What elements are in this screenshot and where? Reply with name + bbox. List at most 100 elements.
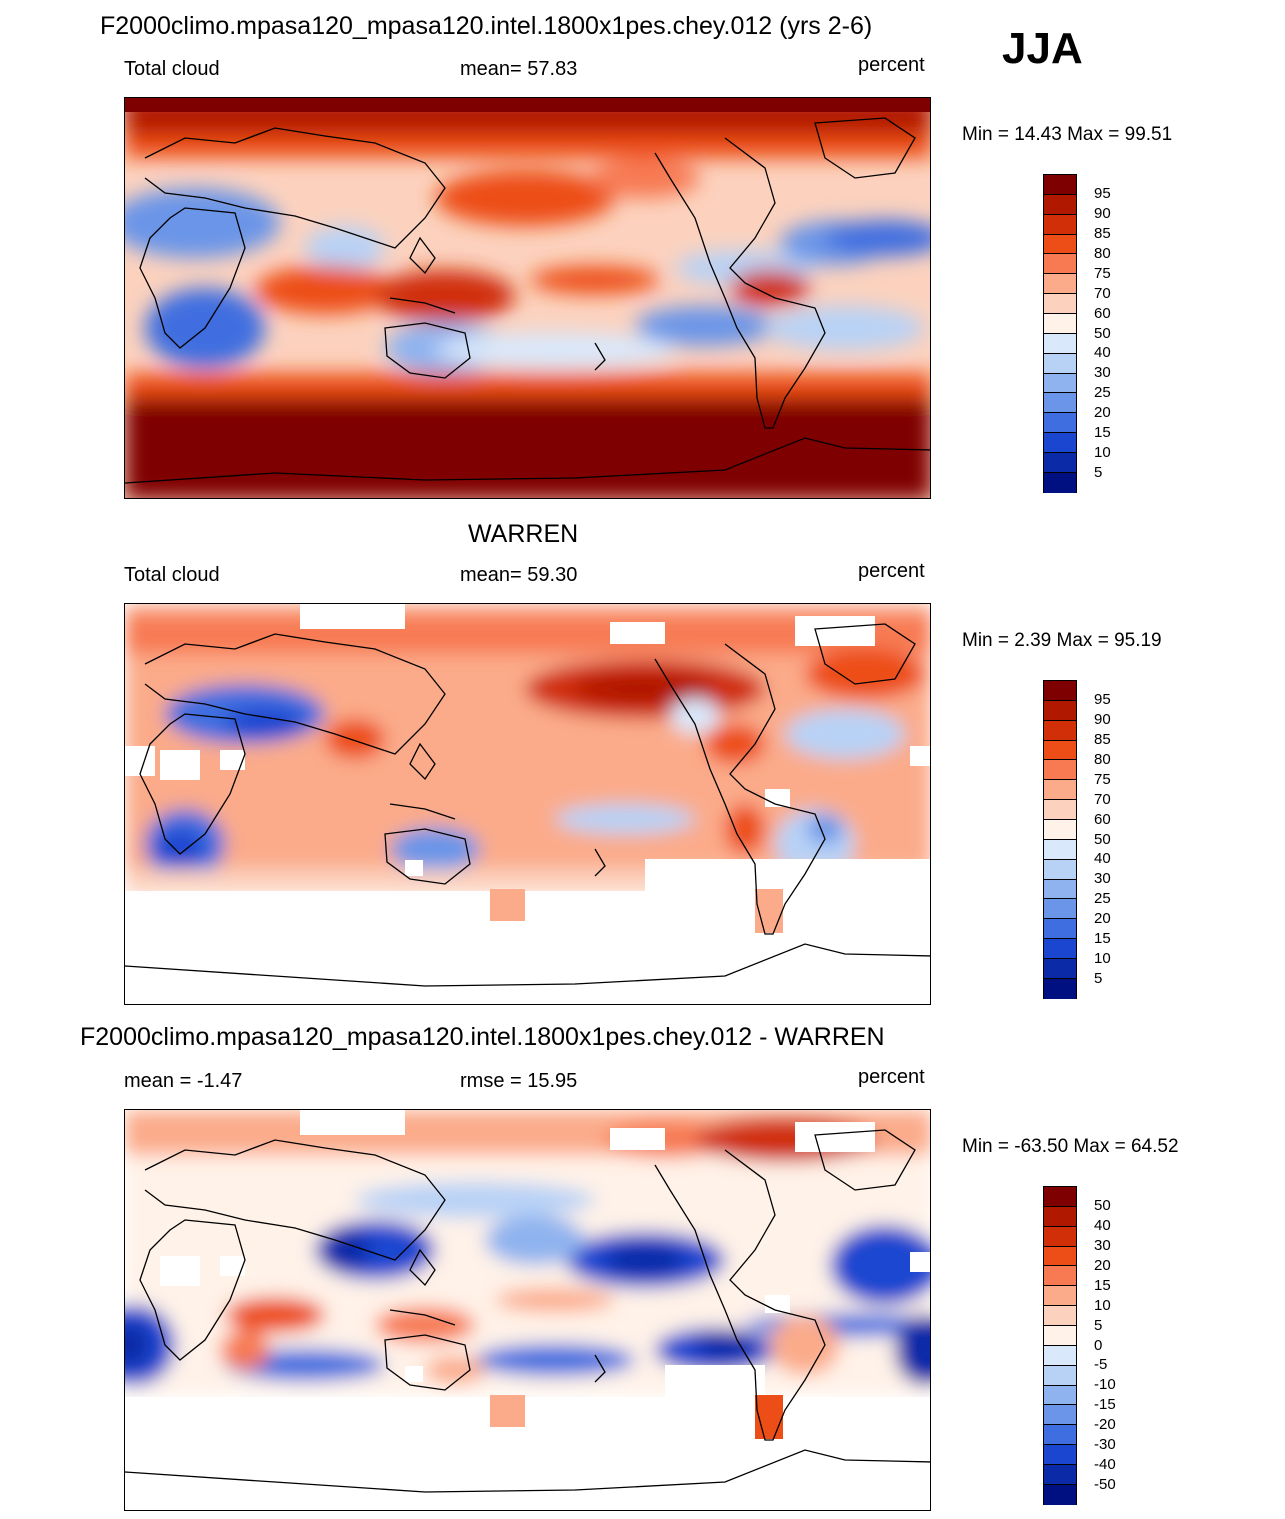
colorbar-segment — [1044, 1465, 1076, 1485]
colorbar-tick-label: 70 — [1094, 284, 1111, 302]
colorbar-segment — [1044, 1425, 1076, 1446]
colorbar-tick-label: 15 — [1094, 1276, 1111, 1294]
colorbar-tick-label: 60 — [1094, 810, 1111, 828]
panel1-contour-field — [125, 98, 930, 498]
colorbar-tick-label: 90 — [1094, 710, 1111, 728]
colorbar-segment — [1044, 820, 1076, 840]
colorbar-tick-label: 5 — [1094, 1316, 1103, 1334]
season-label: JJA — [1002, 24, 1083, 73]
colorbar-segment — [1044, 1326, 1076, 1346]
colorbar-segment — [1044, 879, 1076, 900]
panel3-units-label: percent — [858, 1066, 925, 1088]
panel1-colorbar — [1043, 174, 1077, 493]
colorbar-segment — [1044, 1306, 1076, 1327]
colorbar-tick-label: 20 — [1094, 404, 1111, 422]
colorbar-tick-label: 90 — [1094, 204, 1111, 222]
colorbar-tick-label: 80 — [1094, 244, 1111, 262]
colorbar-segment — [1044, 214, 1076, 235]
colorbar-tick-label: 85 — [1094, 730, 1111, 748]
colorbar-segment — [1044, 294, 1076, 315]
colorbar-segment — [1044, 780, 1076, 801]
colorbar-tick-label: 40 — [1094, 850, 1111, 868]
colorbar-segment — [1044, 1405, 1076, 1426]
colorbar-segment — [1044, 254, 1076, 275]
panel2-map — [124, 603, 931, 1005]
colorbar-tick-label: 25 — [1094, 890, 1111, 908]
colorbar-tick-label: 75 — [1094, 770, 1111, 788]
panel1-map — [124, 97, 931, 499]
panel2-colorbar — [1043, 680, 1077, 999]
colorbar-segment — [1044, 433, 1076, 454]
panel1-mean-label: mean= 57.83 — [460, 58, 578, 80]
colorbar-tick-label: 95 — [1094, 690, 1111, 708]
colorbar-segment — [1044, 800, 1076, 821]
colorbar-segment — [1044, 393, 1076, 414]
colorbar-segment — [1044, 472, 1076, 493]
colorbar-tick-label: 15 — [1094, 424, 1111, 442]
panel1-title: F2000climo.mpasa120_mpasa120.intel.1800x… — [100, 12, 873, 40]
colorbar-tick-label: 85 — [1094, 224, 1111, 242]
panel2-mean-label: mean= 59.30 — [460, 564, 578, 586]
panel3-colorbar — [1043, 1186, 1077, 1505]
colorbar-segment — [1044, 194, 1076, 215]
colorbar-segment — [1044, 274, 1076, 295]
colorbar-tick-label: 50 — [1094, 830, 1111, 848]
colorbar-tick-label: 10 — [1094, 444, 1111, 462]
colorbar-tick-label: 20 — [1094, 910, 1111, 928]
colorbar-tick-label: 95 — [1094, 184, 1111, 202]
colorbar-segment — [1044, 959, 1076, 979]
colorbar-segment — [1044, 1226, 1076, 1247]
colorbar-tick-label: 5 — [1094, 464, 1103, 482]
colorbar-tick-label: 20 — [1094, 1256, 1111, 1274]
colorbar-tick-label: 40 — [1094, 344, 1111, 362]
colorbar-tick-label: -50 — [1094, 1476, 1116, 1494]
colorbar-tick-label: 30 — [1094, 364, 1111, 382]
colorbar-segment — [1044, 919, 1076, 940]
colorbar-segment — [1044, 413, 1076, 434]
colorbar-tick-label: 25 — [1094, 384, 1111, 402]
colorbar-segment — [1044, 1286, 1076, 1307]
colorbar-segment — [1044, 1266, 1076, 1287]
colorbar-segment — [1044, 314, 1076, 334]
panel3-title: F2000climo.mpasa120_mpasa120.intel.1800x… — [80, 1023, 885, 1051]
colorbar-tick-label: 80 — [1094, 750, 1111, 768]
colorbar-segment — [1044, 839, 1076, 860]
colorbar-tick-label: 50 — [1094, 1196, 1111, 1214]
panel1-variable-label: Total cloud — [124, 58, 220, 80]
colorbar-segment — [1044, 353, 1076, 374]
colorbar-segment — [1044, 1206, 1076, 1227]
panel2-variable-label: Total cloud — [124, 564, 220, 586]
colorbar-tick-label: -5 — [1094, 1356, 1108, 1374]
colorbar-segment — [1044, 1445, 1076, 1466]
colorbar-segment — [1044, 1484, 1076, 1505]
panel1-coastlines — [125, 117, 930, 484]
panel2-title: WARREN — [468, 520, 579, 548]
colorbar-tick-label: 15 — [1094, 930, 1111, 948]
colorbar-segment — [1044, 700, 1076, 721]
panel2-units-label: percent — [858, 560, 925, 582]
colorbar-tick-label: -10 — [1094, 1376, 1116, 1394]
colorbar-tick-label: 75 — [1094, 264, 1111, 282]
colorbar-tick-label: 10 — [1094, 950, 1111, 968]
panel1-minmax-label: Min = 14.43 Max = 99.51 — [962, 124, 1173, 145]
panel3-mean-label: mean = -1.47 — [124, 1070, 243, 1092]
colorbar-tick-label: 30 — [1094, 1236, 1111, 1254]
colorbar-segment — [1044, 333, 1076, 354]
panel3-coastlines — [125, 1129, 930, 1493]
colorbar-tick-label: 5 — [1094, 970, 1103, 988]
panel2-minmax-label: Min = 2.39 Max = 95.19 — [962, 630, 1162, 651]
colorbar-segment — [1044, 760, 1076, 781]
colorbar-segment — [1044, 978, 1076, 999]
colorbar-tick-label: 60 — [1094, 304, 1111, 322]
colorbar-segment — [1044, 175, 1076, 195]
colorbar-tick-label: 10 — [1094, 1296, 1111, 1314]
colorbar-segment — [1044, 234, 1076, 255]
colorbar-segment — [1044, 939, 1076, 960]
colorbar-segment — [1044, 1365, 1076, 1386]
panel2-coastlines — [125, 623, 930, 987]
colorbar-segment — [1044, 1246, 1076, 1267]
panel2-contour-field — [125, 604, 930, 1004]
colorbar-segment — [1044, 720, 1076, 741]
colorbar-segment — [1044, 1187, 1076, 1207]
panel3-rmse-label: rmse = 15.95 — [460, 1070, 578, 1092]
